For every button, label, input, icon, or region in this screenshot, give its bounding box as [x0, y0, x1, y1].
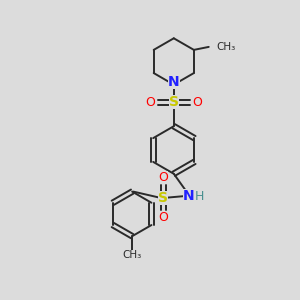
Text: O: O — [145, 96, 155, 109]
Text: N: N — [183, 189, 194, 203]
Text: O: O — [158, 171, 168, 184]
Text: N: N — [168, 75, 180, 88]
Text: S: S — [158, 190, 168, 205]
Text: O: O — [158, 211, 168, 224]
Text: CH₃: CH₃ — [122, 250, 142, 260]
Text: H: H — [195, 190, 205, 202]
Text: CH₃: CH₃ — [216, 42, 236, 52]
Text: O: O — [193, 96, 202, 109]
Text: S: S — [169, 95, 179, 110]
